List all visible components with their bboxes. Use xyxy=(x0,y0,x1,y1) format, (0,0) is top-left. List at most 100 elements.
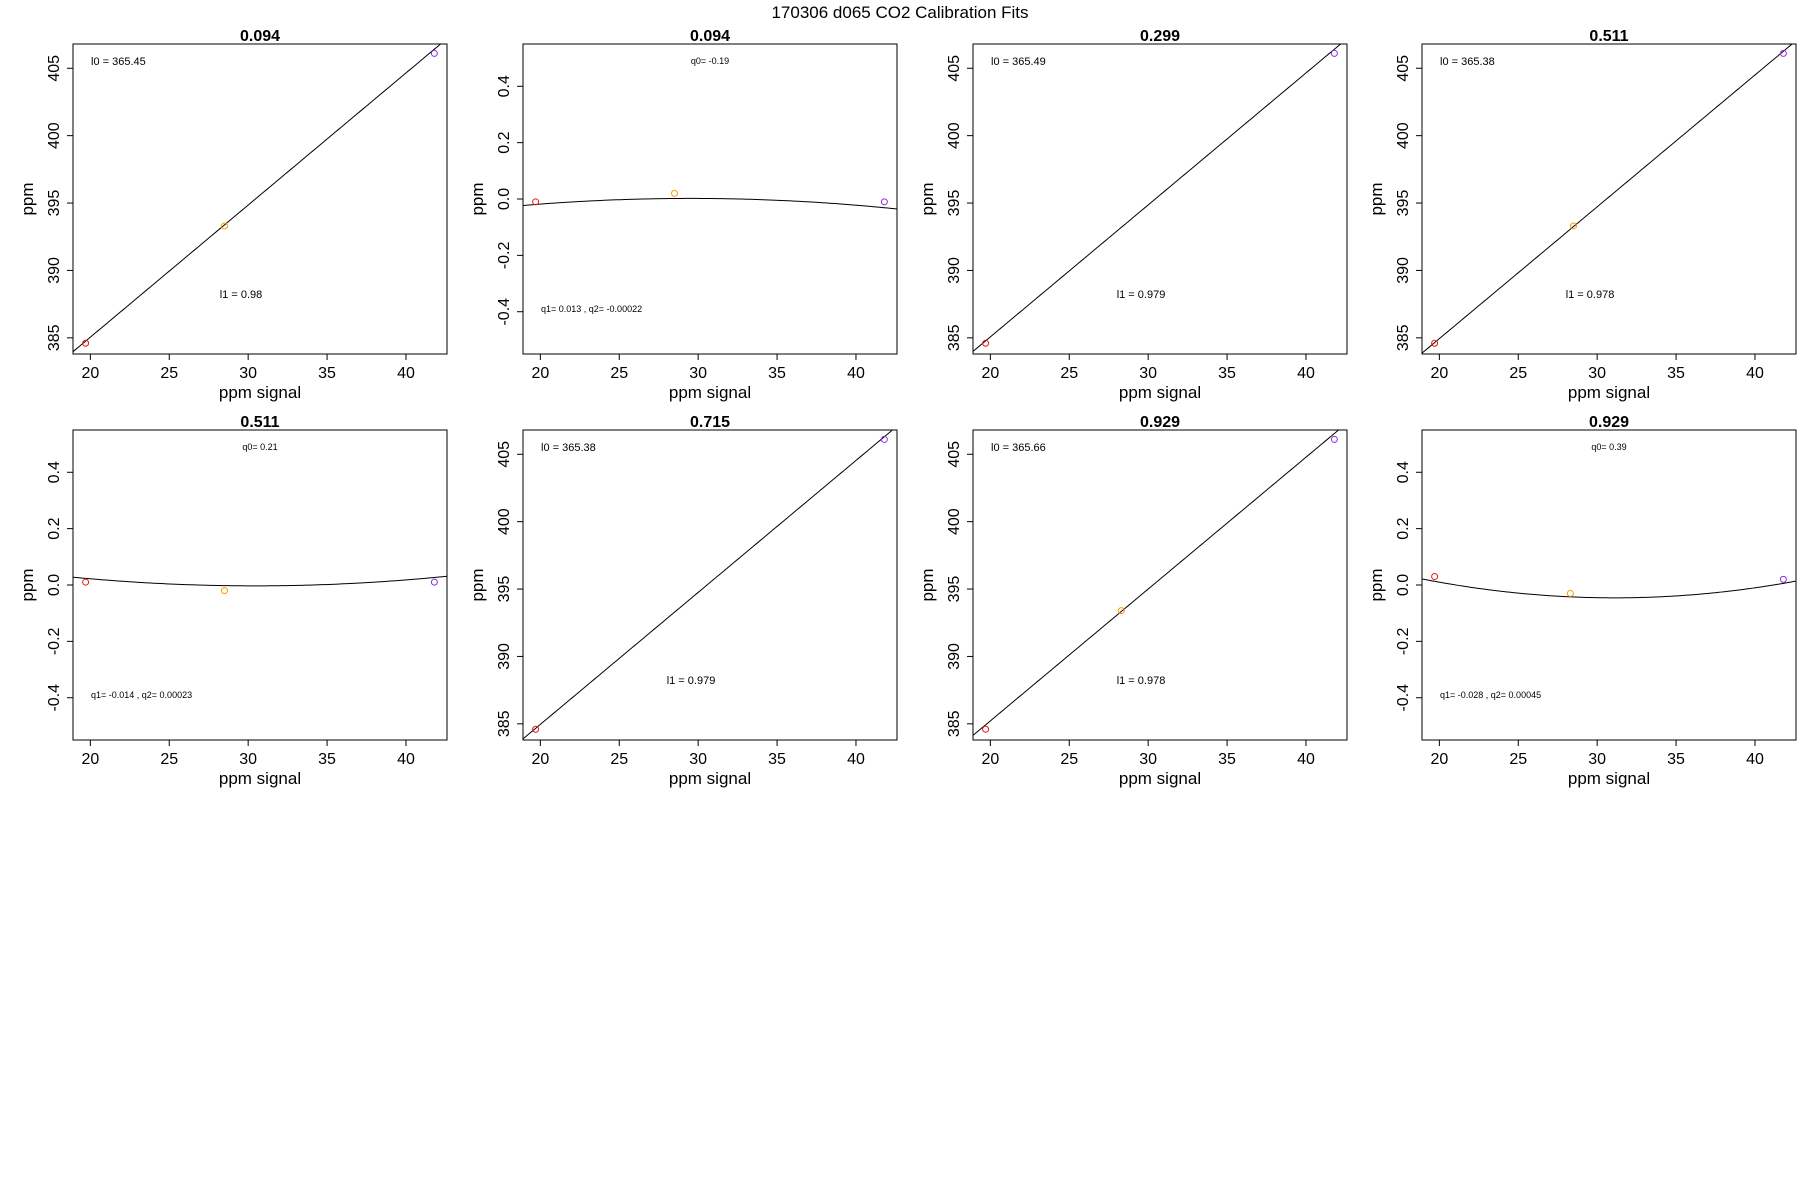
linear-fit-line xyxy=(973,44,1342,352)
y-tick-label: 400 xyxy=(946,122,963,149)
x-tick-label: 30 xyxy=(689,751,707,768)
y-tick-label: 400 xyxy=(946,508,963,535)
y-tick-label: 0.2 xyxy=(496,131,513,153)
y-tick-label: 385 xyxy=(946,710,963,737)
linear-fit-line xyxy=(73,44,442,353)
data-point xyxy=(82,578,90,586)
y-tick-label: -0.4 xyxy=(46,684,63,712)
data-point xyxy=(880,198,888,206)
x-tick-label: 40 xyxy=(397,365,415,382)
y-tick-label: -0.2 xyxy=(46,627,63,655)
data-point xyxy=(430,578,438,586)
y-tick-label: 0.4 xyxy=(496,75,513,97)
y-axis-label: ppm xyxy=(918,182,937,215)
panel-title: 0.299 xyxy=(1140,28,1180,45)
y-tick-label: 390 xyxy=(946,643,963,670)
x-tick-label: 35 xyxy=(768,365,786,382)
panel-title: 0.929 xyxy=(1589,414,1629,431)
data-point xyxy=(1779,575,1787,583)
y-tick-label: 395 xyxy=(946,576,963,603)
data-point xyxy=(532,725,540,733)
data-point xyxy=(1330,435,1338,443)
x-tick-label: 20 xyxy=(1430,751,1448,768)
plot-frame xyxy=(972,429,1348,741)
y-axis: 385 390 395 400 405 xyxy=(946,55,973,351)
x-tick-label: 25 xyxy=(610,751,628,768)
plot-frame xyxy=(522,429,898,741)
y-axis: -0.4 -0.2 0.0 0.2 0.4 xyxy=(496,75,523,326)
y-axis: -0.4 -0.2 0.0 0.2 0.4 xyxy=(1395,461,1422,712)
quadratic-fit-curve xyxy=(73,575,447,587)
y-tick-label: 405 xyxy=(496,441,513,468)
x-axis: 20 25 30 35 40 xyxy=(1430,354,1764,382)
fit-annotation-q1-q2: q1= 0.013 , q2= -0.00022 xyxy=(541,304,642,314)
x-axis: 20 25 30 35 40 xyxy=(531,740,865,768)
y-tick-label: 0.4 xyxy=(46,461,63,483)
x-axis-label: ppm signal xyxy=(1568,383,1650,402)
panel-6: 0.715 20 25 30 35 40 ppm signal 385 390 395 400 405… xyxy=(468,414,898,788)
x-tick-label: 25 xyxy=(1509,365,1527,382)
fit-annotation-l0: l0 = 365.45 xyxy=(91,56,146,68)
x-tick-label: 30 xyxy=(239,751,257,768)
panel-8: 0.929 20 25 30 35 40 ppm signal -0.4 -0.2 0.0 0.2 0… xyxy=(1367,414,1797,788)
x-tick-label: 25 xyxy=(160,365,178,382)
data-point xyxy=(220,222,228,230)
x-axis-label: ppm signal xyxy=(669,383,751,402)
y-tick-label: 400 xyxy=(1395,122,1412,149)
x-tick-label: 20 xyxy=(531,365,549,382)
x-tick-label: 20 xyxy=(1430,365,1448,382)
linear-fit-line xyxy=(1422,44,1793,354)
panel-7: 0.929 20 25 30 35 40 ppm signal 385 390 395 400 405… xyxy=(918,414,1348,788)
data-point xyxy=(532,198,540,206)
x-axis-label: ppm signal xyxy=(219,383,301,402)
x-tick-label: 25 xyxy=(1060,751,1078,768)
fit-annotation-q0: q0= 0.21 xyxy=(242,442,277,452)
y-tick-label: 400 xyxy=(46,122,63,149)
x-tick-label: 35 xyxy=(1218,751,1236,768)
x-tick-label: 20 xyxy=(81,365,99,382)
x-tick-label: 40 xyxy=(1297,365,1315,382)
x-tick-label: 35 xyxy=(1667,365,1685,382)
y-axis-label: ppm xyxy=(1367,182,1386,215)
quadratic-fit-curve xyxy=(1422,578,1796,599)
panel-title: 0.715 xyxy=(690,414,730,431)
y-axis-label: ppm xyxy=(18,182,37,215)
x-axis-label: ppm signal xyxy=(1119,383,1201,402)
x-tick-label: 40 xyxy=(397,751,415,768)
y-axis: 385 390 395 400 405 xyxy=(46,55,73,351)
y-tick-label: 0.4 xyxy=(1395,461,1412,483)
x-tick-label: 25 xyxy=(1060,365,1078,382)
fit-annotation-l0: l0 = 365.66 xyxy=(991,442,1046,454)
y-tick-label: 400 xyxy=(496,508,513,535)
y-tick-label: 405 xyxy=(1395,55,1412,82)
data-point xyxy=(82,339,90,347)
fit-annotation-l1: l1 = 0.979 xyxy=(1117,289,1166,301)
data-point xyxy=(1779,49,1787,57)
y-tick-label: 0.0 xyxy=(496,188,513,210)
x-tick-label: 25 xyxy=(610,365,628,382)
y-tick-label: 385 xyxy=(946,324,963,351)
y-tick-label: 390 xyxy=(496,643,513,670)
panel-title: 0.511 xyxy=(240,414,279,431)
data-point xyxy=(670,189,678,197)
linear-fit-line xyxy=(523,430,894,740)
data-point xyxy=(1569,222,1577,230)
data-point xyxy=(220,587,228,595)
y-tick-label: 390 xyxy=(1395,257,1412,284)
x-tick-label: 25 xyxy=(1509,751,1527,768)
data-point xyxy=(1117,607,1125,615)
x-tick-label: 35 xyxy=(1218,365,1236,382)
fit-annotation-l1: l1 = 0.978 xyxy=(1566,289,1615,301)
data-point xyxy=(1431,573,1439,581)
y-tick-label: 405 xyxy=(946,441,963,468)
fit-annotation-l1: l1 = 0.979 xyxy=(667,675,716,687)
data-point xyxy=(1431,339,1439,347)
x-tick-label: 35 xyxy=(318,365,336,382)
x-tick-label: 40 xyxy=(847,751,865,768)
y-tick-label: 395 xyxy=(1395,190,1412,217)
x-tick-label: 25 xyxy=(160,751,178,768)
x-axis: 20 25 30 35 40 xyxy=(981,740,1315,768)
x-axis-label: ppm signal xyxy=(219,769,301,788)
x-axis: 20 25 30 35 40 xyxy=(81,740,415,768)
